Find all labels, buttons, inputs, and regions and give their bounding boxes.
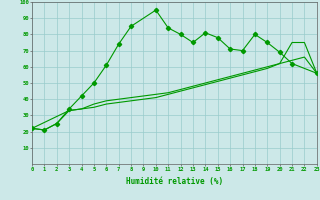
X-axis label: Humidité relative (%): Humidité relative (%) — [126, 177, 223, 186]
